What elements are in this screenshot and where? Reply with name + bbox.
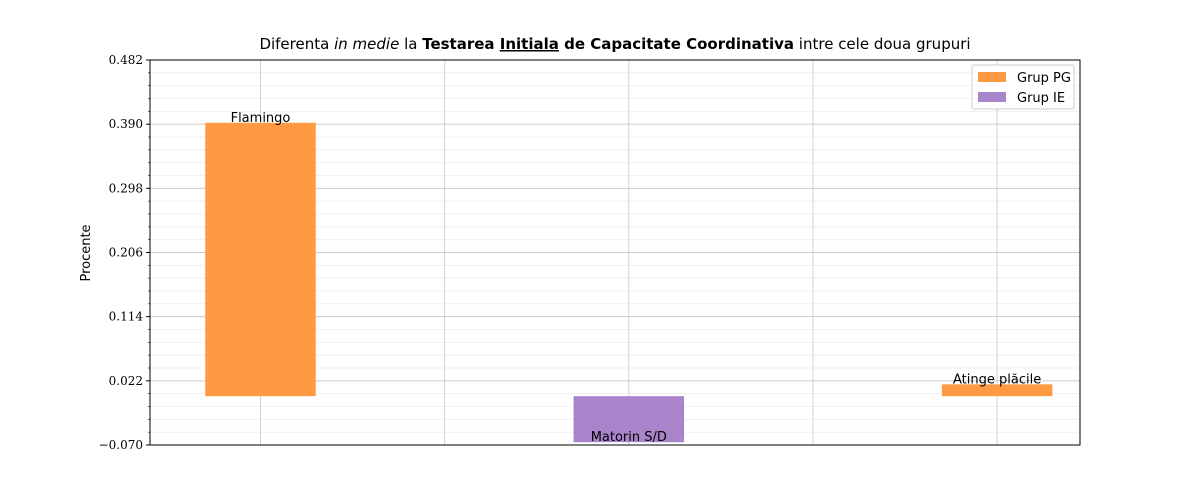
legend: Grup PG Grup IE xyxy=(971,64,1075,110)
bar-label-2: Atinge plăcile xyxy=(953,372,1041,387)
legend-label-pg: Grup PG xyxy=(1017,71,1071,86)
y-tick-label: 0.390 xyxy=(109,117,143,131)
bar-2 xyxy=(941,384,1053,397)
bar-label-0: Flamingo xyxy=(231,111,291,126)
bar-labels: Flamingo Matorin S/D Atinge plăcile xyxy=(231,111,1042,445)
y-tick-label: 0.206 xyxy=(109,246,143,260)
y-axis-label: Procente xyxy=(79,224,94,281)
y-tick-label: 0.114 xyxy=(109,310,144,324)
chart-title: Diferenta in medie la Testarea Initiala … xyxy=(259,35,970,53)
y-tick-label: 0.298 xyxy=(109,181,143,195)
y-tick-label: −0.070 xyxy=(99,438,143,452)
y-axis: 0.482 0.390 0.298 0.206 0.114 0.022 −0.070 xyxy=(99,53,150,452)
legend-label-ie: Grup IE xyxy=(1017,91,1065,106)
bar-1 xyxy=(573,396,685,443)
legend-swatch-ie xyxy=(978,92,1006,102)
legend-swatch-pg xyxy=(978,72,1006,82)
y-tick-label: 0.482 xyxy=(109,53,143,67)
bar-label-1: Matorin S/D xyxy=(591,430,667,445)
y-tick-label: 0.022 xyxy=(109,374,143,388)
bars-layer xyxy=(205,122,1053,443)
bar-0 xyxy=(205,122,316,397)
